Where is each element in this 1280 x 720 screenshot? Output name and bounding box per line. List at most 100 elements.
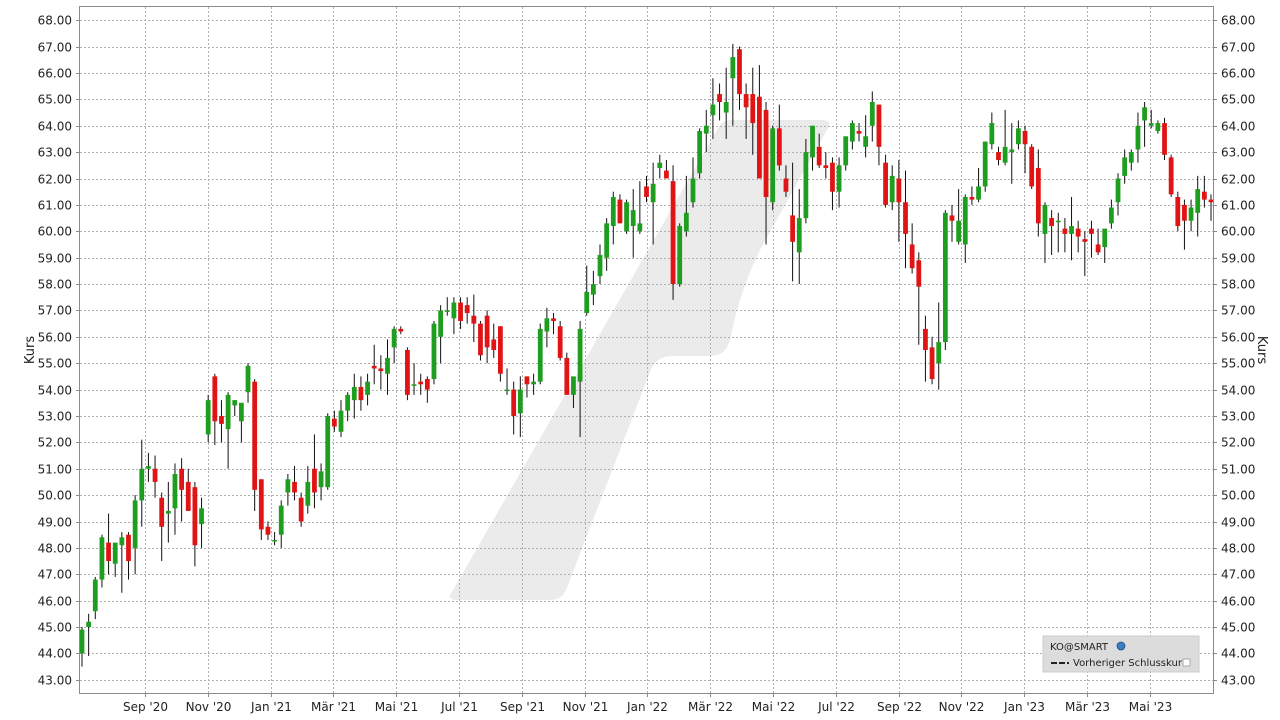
candle-up	[1016, 128, 1021, 145]
candle-down	[484, 315, 490, 348]
candle-up	[730, 57, 736, 79]
candle-up	[431, 323, 437, 380]
candle-up	[338, 410, 344, 432]
candle-down	[1201, 191, 1207, 200]
y-tick-label: 50.00	[38, 489, 72, 503]
candle-down	[298, 497, 304, 522]
candle-down	[1022, 131, 1028, 145]
candle-down	[331, 418, 337, 427]
y-tick-label: 63.00	[38, 146, 72, 160]
x-tick-label: Mai '22	[752, 700, 795, 714]
y-tick-label: 60.00	[1221, 225, 1255, 239]
candle-up	[976, 186, 981, 200]
candle-up	[305, 481, 311, 506]
candle-up	[1108, 207, 1114, 224]
candle-up	[444, 310, 450, 312]
candle-down	[1095, 244, 1101, 253]
candle-down	[830, 162, 835, 192]
candle-down	[185, 481, 191, 511]
candle-down	[551, 318, 556, 321]
y-tick-label: 43.00	[38, 674, 72, 688]
y-tick-label: 57.00	[1221, 304, 1255, 318]
candle-up	[132, 500, 138, 548]
candle-up	[836, 165, 842, 192]
y-axis-label-right: Kurs	[1254, 336, 1269, 364]
candle-up	[1115, 178, 1121, 203]
candle-down	[106, 542, 111, 562]
candle-down	[498, 326, 503, 374]
candle-up	[318, 471, 324, 488]
x-tick-label: Nov '22	[939, 700, 985, 714]
candle-up	[365, 381, 370, 395]
x-tick-label: Jan '22	[626, 700, 668, 714]
candle-down	[929, 347, 935, 380]
candle-down	[1175, 196, 1181, 226]
x-tick-label: Sep '21	[500, 700, 545, 714]
candle-up	[1009, 149, 1015, 153]
candle-down	[883, 162, 888, 205]
y-tick-label: 54.00	[38, 384, 72, 398]
candle-down	[557, 326, 563, 358]
candle-down	[816, 146, 822, 166]
candle-up	[690, 178, 696, 203]
candle-up	[325, 415, 331, 488]
candle-up	[165, 510, 171, 514]
y-tick-label: 54.00	[1221, 384, 1255, 398]
candle-up	[272, 539, 277, 542]
legend-checkbox-icon[interactable]	[1182, 658, 1191, 667]
x-tick-label: Nov '20	[186, 700, 232, 714]
candle-up	[537, 328, 543, 382]
candle-down	[424, 379, 430, 390]
y-tick-label: 55.00	[1221, 357, 1255, 371]
y-tick-label: 66.00	[38, 67, 72, 81]
x-tick-label: Mär '21	[311, 700, 356, 714]
y-tick-label: 44.00	[1221, 647, 1255, 661]
candle-up	[590, 284, 596, 295]
candle-up	[205, 400, 211, 435]
y-tick-label: 68.00	[1221, 14, 1255, 28]
candle-down	[923, 328, 928, 350]
candle-up	[577, 328, 583, 382]
candle-down	[378, 368, 384, 372]
x-tick-label: Jan '23	[1003, 700, 1045, 714]
y-tick-label: 58.00	[1221, 278, 1255, 292]
candle-up	[810, 125, 815, 158]
candle-up	[650, 183, 656, 203]
candle-up	[770, 128, 776, 203]
candle-down	[464, 305, 470, 314]
candle-down	[743, 94, 749, 108]
y-tick-label: 48.00	[1221, 542, 1255, 556]
candle-down	[192, 487, 198, 546]
candle-down	[670, 181, 676, 285]
candle-up	[1055, 220, 1061, 223]
candle-up	[232, 400, 238, 406]
y-tick-label: 59.00	[1221, 252, 1255, 266]
legend-prev-close: Vorheriger Schlusskurs	[1073, 658, 1187, 669]
y-tick-label: 53.00	[1221, 410, 1255, 424]
y-tick-label: 63.00	[1221, 146, 1255, 160]
candle-up	[172, 474, 178, 509]
candle-up	[79, 629, 85, 654]
y-tick-label: 49.00	[1221, 516, 1255, 530]
plot-frame	[79, 6, 1214, 694]
y-tick-label: 58.00	[38, 278, 72, 292]
candle-up	[843, 136, 849, 166]
candle-up	[849, 123, 855, 142]
y-tick-label: 53.00	[38, 410, 72, 424]
candle-down	[1075, 228, 1081, 237]
candle-up	[1102, 228, 1108, 248]
candle-down	[371, 365, 377, 369]
candle-up	[99, 537, 105, 580]
y-tick-label: 50.00	[1221, 489, 1255, 503]
legend-symbol: KO@SMART	[1050, 642, 1109, 653]
y-tick-label: 56.00	[38, 331, 72, 345]
y-tick-label: 48.00	[38, 542, 72, 556]
candle-down	[1162, 123, 1167, 155]
candle-down	[511, 389, 517, 416]
candle-up	[624, 202, 629, 232]
candle-up	[630, 210, 636, 226]
y-tick-label: 62.00	[1221, 173, 1255, 187]
candle-up	[869, 101, 875, 126]
y-tick-label: 56.00	[1221, 331, 1255, 345]
